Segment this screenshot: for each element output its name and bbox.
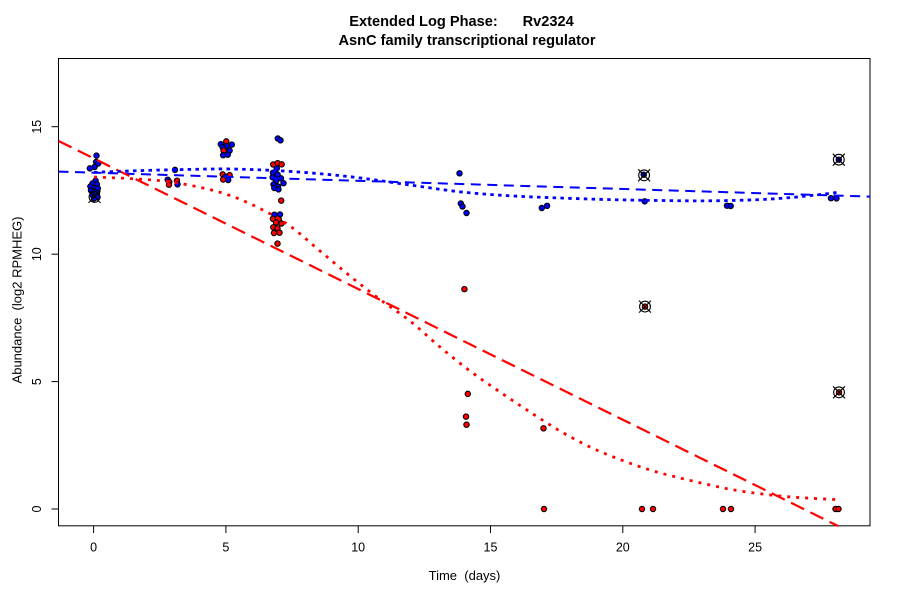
svg-text:15: 15	[484, 541, 498, 555]
svg-text:AsnC family transcriptional re: AsnC family transcriptional regulator	[338, 33, 595, 49]
svg-text:10: 10	[30, 247, 44, 261]
svg-text:20: 20	[616, 541, 630, 555]
svg-text:5: 5	[30, 378, 44, 385]
svg-text:10: 10	[351, 541, 365, 555]
svg-text:5: 5	[222, 541, 229, 555]
svg-text:Abundance (log2 RPMHEG): Abundance (log2 RPMHEG)	[10, 217, 25, 384]
svg-text:0: 0	[30, 505, 44, 512]
svg-text:Extended Log Phase:Rv2324: Extended Log Phase: Rv2324	[349, 14, 574, 30]
svg-text:15: 15	[30, 120, 44, 134]
svg-text:Time (days): Time (days)	[429, 568, 501, 583]
svg-text:25: 25	[748, 541, 762, 555]
svg-text:0: 0	[90, 541, 97, 555]
